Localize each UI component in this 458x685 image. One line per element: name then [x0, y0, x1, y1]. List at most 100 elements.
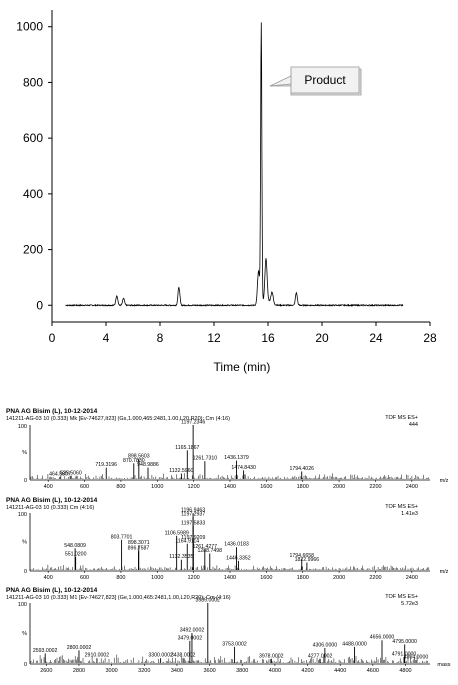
ms-x-tick-label: 400	[44, 484, 53, 490]
ms-peak-label: 948.9886	[137, 462, 159, 468]
ms-peak-label: 1196.9463	[181, 508, 205, 514]
ms-panel-2-title: PNA AG Bisim (L), 10-12-2014	[6, 497, 98, 504]
ms-peak-label: 1164.9114	[175, 538, 199, 544]
ms-peak-label: 1261.4277	[193, 544, 218, 550]
ms-panel-3-title: PNA AG Bisim (L), 10-12-2014	[6, 587, 98, 594]
ms-x-tick-label: 3400	[171, 668, 183, 674]
ms-x-tick-label: 1600	[260, 575, 272, 581]
callout-label: Product	[304, 73, 346, 87]
ms-peak-label: 551.0200	[65, 551, 87, 557]
ms-y-axis-label: %	[22, 450, 27, 456]
ms-x-tick-label: 3800	[236, 668, 248, 674]
ms-noise-sticks	[30, 564, 430, 570]
ms-x-tick-label: 600	[80, 575, 89, 581]
ms-peak-label: 719.3196	[95, 462, 117, 468]
ms-peak-label: 1197.5833	[181, 521, 205, 527]
ms-peak-label: 1106.5989	[165, 530, 189, 536]
chromatogram-trace	[65, 22, 404, 307]
ms-panel-3: 100% 0 2600 2800 3000 3200 3400 3600 3800 4000 420…	[18, 598, 451, 675]
x-tick-label: 28	[423, 331, 437, 345]
ms-x-tick-label: 1400	[224, 575, 236, 581]
ms-noise-sticks	[30, 473, 430, 479]
ms-x-tick-label: 1200	[188, 484, 200, 490]
ms-x-tick-label: 1000	[151, 575, 163, 581]
ms-x-tick-label: 800	[116, 575, 125, 581]
ms-peak-label: 548.0809	[64, 543, 86, 549]
ms-x-tick-label: 2400	[406, 575, 418, 581]
ms-panel-1-mode: TOF MS ES+	[385, 415, 418, 421]
ms-peak-label: 898.3071	[128, 540, 150, 546]
ms-x-tick-label: 1200	[188, 575, 200, 581]
ms-y-axis-label: %	[22, 631, 27, 637]
ms-y-tick-label: 0	[24, 478, 27, 484]
x-axis-label: Time (min)	[214, 360, 271, 374]
ms-x-tick-label: 600	[80, 484, 89, 490]
x-tick-label: 20	[315, 331, 329, 345]
ms-peak-label: 1794.6658	[289, 553, 314, 559]
ms-panel-2-header: PNA AG Bisim (L), 10-12-2014 141211-AG-0…	[0, 497, 458, 517]
ms-y-tick-label: 0	[24, 569, 27, 575]
ms-peak-label: 803.7701	[111, 534, 133, 540]
y-tick-label: 200	[23, 243, 43, 257]
ms-panel-2-subtitle: 141211-AG-03 10 (0.333) Cm (4:16)	[6, 505, 95, 511]
ms-peak-label: 1261.7310	[193, 456, 218, 462]
ms-peak-label: 3438.0002	[171, 653, 196, 659]
ms-panel-2-mode: TOF MS ES+	[385, 504, 418, 510]
ms-peak-label: 1197.2937	[181, 511, 205, 517]
ms-peak-label: 4795.0000	[392, 639, 417, 645]
ms-x-tick-label: 2000	[333, 484, 345, 490]
ms-y-tick-label: 100	[18, 512, 27, 518]
ms-peak-label: 2800.0002	[67, 645, 92, 651]
ms-peak-label: 464.5807	[49, 471, 71, 477]
product-callout: Product	[269, 66, 362, 96]
ms-peak-label: 1446.3352	[226, 555, 251, 561]
ms-peak-label: 896.7587	[128, 546, 150, 552]
ms-x-tick-label: 4000	[269, 668, 281, 674]
ms-peak-label: 2910.0002	[85, 653, 110, 659]
y-tick-label: 600	[23, 131, 43, 145]
ms-x-axis-label: m/z	[440, 569, 449, 575]
chromatogram-tick-labels: 0 200 400 600 800 1000 0 4 8 12 16 20 24 28	[16, 20, 437, 345]
y-tick-label: 0	[36, 298, 43, 312]
x-tick-label: 4	[103, 331, 110, 345]
ms-x-tick-label: 2600	[40, 668, 52, 674]
ms-peak-label: 4864.0000	[404, 655, 429, 661]
ms-panel-1-title: PNA AG Bisim (L), 10-12-2014	[6, 408, 98, 415]
ms-x-tick-label: 2200	[369, 484, 381, 490]
ms-panel-2: 100% 0 400 600 800 1000 1200 1400 1600 1800 2000 22…	[18, 508, 449, 582]
ms-peak-label: 1165.1867	[175, 445, 199, 451]
ms-peak-label: 1288.7498	[198, 548, 223, 554]
ms-panel-1-header: PNA AG Bisim (L), 10-12-2014 141211-AG-0…	[0, 408, 458, 428]
ms-panel-2-intensity: 1.41e3	[401, 511, 418, 517]
ms-panel-3-header: PNA AG Bisim (L), 10-12-2014 141211-AG-0…	[0, 587, 458, 607]
ms-peak-label: 3479.0002	[178, 635, 203, 641]
y-tick-label: 400	[23, 187, 43, 201]
chromatogram-axes	[48, 10, 431, 326]
ms-peak-label: 1822.9966	[295, 557, 320, 563]
ms-x-tick-label: 2000	[333, 575, 345, 581]
x-tick-label: 12	[207, 331, 221, 345]
ms-peak-label: 4791.0000	[392, 652, 417, 658]
ms-y-tick-label: 100	[18, 424, 27, 430]
ms-peak-label: 3978.0002	[259, 653, 284, 659]
ms-peak-label: 898.5603	[128, 454, 150, 460]
ms-panel-3-subtitle: 141211-AG-03 10 (0.333) M1 [Ev-74627,823…	[6, 595, 231, 601]
ms-peak-label: 4277.0002	[308, 653, 333, 659]
ms-panel-1-subtitle: 141211-AG-03 10 (0.333) Mk [Ev-74627,It2…	[6, 416, 231, 422]
ms-x-tick-label: 1000	[151, 484, 163, 490]
ms-x-tick-label: 1800	[297, 575, 309, 581]
x-tick-label: 0	[49, 331, 56, 345]
ms-peak-label: 4306.0000	[313, 643, 338, 649]
ms-peak-label: 3492.0002	[180, 628, 205, 634]
ms-panel-1-intensity: 444	[408, 422, 418, 428]
ms-x-tick-label: 4800	[399, 668, 411, 674]
ms-peak-label: 1436.0183	[224, 542, 249, 548]
ms-y-axis-label: %	[22, 540, 27, 546]
ms-x-tick-label: 4400	[334, 668, 346, 674]
ms-y-tick-label: 0	[24, 662, 27, 668]
ms-x-tick-label: 2800	[73, 668, 85, 674]
ms-peak-label: 3300.0002	[148, 653, 173, 659]
y-tick-label: 800	[23, 75, 43, 89]
y-tick-label: 1000	[16, 20, 43, 34]
